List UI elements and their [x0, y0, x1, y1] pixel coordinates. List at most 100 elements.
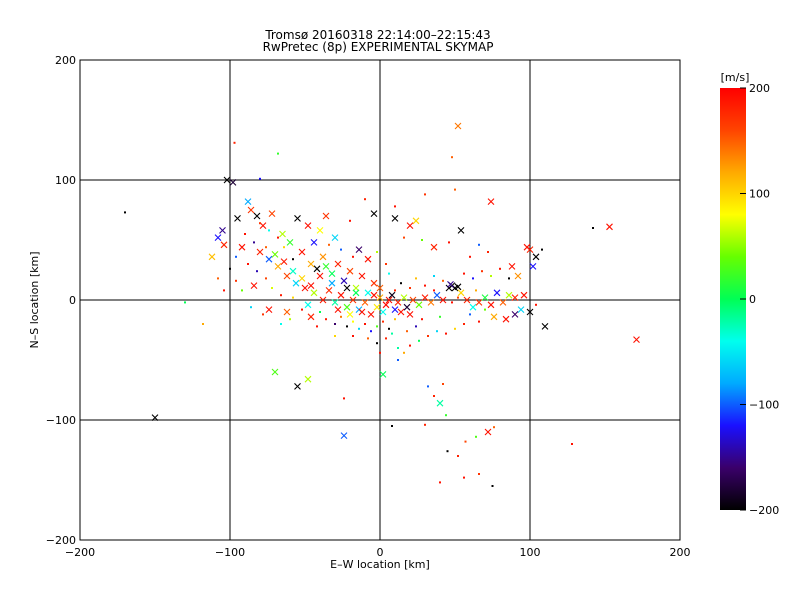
data-point-x	[253, 212, 261, 220]
data-point-dot	[541, 248, 543, 251]
data-point-x	[208, 253, 216, 261]
data-point-dot	[217, 277, 219, 280]
data-point-dot	[340, 315, 342, 318]
data-point-x	[454, 283, 462, 291]
data-point-x	[322, 212, 330, 220]
data-point-x	[633, 336, 640, 343]
data-point-x	[238, 243, 246, 251]
data-point-x	[234, 215, 241, 222]
data-point-dot	[277, 236, 279, 239]
data-point-dot	[253, 241, 255, 244]
data-point-x	[286, 239, 294, 246]
data-point-dot	[439, 315, 441, 318]
data-point-dot	[446, 450, 449, 453]
data-point-x	[244, 198, 252, 205]
data-point-x	[490, 313, 498, 321]
data-point-x	[406, 311, 414, 318]
data-point-dot	[436, 330, 438, 333]
data-point-dot	[256, 270, 258, 273]
y-tick-label: −200	[46, 534, 76, 547]
data-point-dot	[463, 323, 465, 325]
data-point-dot	[433, 395, 435, 397]
data-point-x	[523, 243, 531, 251]
data-point-dot	[442, 383, 444, 385]
data-point-x	[409, 296, 417, 304]
colorbar-tick-label: 100	[749, 188, 770, 201]
data-point-x	[499, 299, 507, 306]
chart-subtitle: RwPretec (8p) EXPERIMENTAL SKYMAP	[263, 40, 494, 54]
data-point-x	[358, 308, 366, 316]
data-point-x	[219, 227, 226, 234]
data-point-dot	[388, 272, 390, 275]
data-point-dot	[445, 414, 447, 417]
x-tick-label: −200	[65, 546, 95, 559]
colorbar: [m/s] −200 −100 0 100 200	[720, 71, 779, 517]
data-point-x	[520, 291, 528, 299]
data-point-x	[280, 258, 288, 265]
data-point-x	[517, 306, 525, 313]
data-point-dot	[370, 330, 372, 333]
data-point-x	[400, 294, 408, 301]
data-point-dot	[397, 359, 399, 361]
colorbar-tick-label: −100	[749, 399, 779, 412]
y-tick-label: 200	[55, 54, 76, 67]
data-point-x	[256, 248, 264, 256]
data-point-x	[367, 311, 375, 318]
data-point-x	[313, 265, 321, 273]
data-point-x	[294, 383, 301, 390]
data-point-dot	[235, 255, 237, 258]
data-point-x	[250, 282, 258, 289]
chart-title: Tromsø 20160318 22:14:00–22:15:43	[264, 28, 490, 42]
data-point-dot	[508, 277, 510, 280]
data-point-dot	[463, 476, 465, 479]
data-point-x	[433, 291, 441, 299]
data-point-x	[463, 296, 471, 304]
colorbar-ticks: −200 −100 0 100 200	[740, 82, 779, 517]
data-point-dot	[415, 325, 417, 328]
data-point-x	[304, 375, 312, 383]
data-point-dot	[376, 251, 378, 253]
grid-lines	[80, 60, 680, 540]
data-point-x	[447, 281, 454, 288]
data-point-x	[271, 251, 279, 258]
data-point-dot	[352, 320, 354, 323]
data-point-x	[385, 296, 393, 304]
data-point-x	[289, 267, 297, 275]
x-axis: −200 −100 0 100 200	[65, 60, 691, 559]
data-point-dot	[352, 335, 354, 337]
data-point-x	[301, 284, 309, 292]
data-point-x	[505, 291, 513, 299]
data-point-dot	[424, 193, 426, 196]
data-point-x	[370, 210, 378, 217]
data-point-x	[361, 299, 369, 306]
data-point-x	[529, 263, 537, 270]
data-point-dot	[364, 198, 366, 201]
data-point-dot	[535, 303, 537, 306]
data-point-dot	[469, 313, 471, 316]
data-point-x	[294, 215, 301, 222]
data-point-dot	[442, 279, 444, 282]
data-point-x	[304, 301, 312, 309]
data-point-dot	[358, 327, 360, 330]
data-point-x	[457, 227, 465, 234]
data-point-dot	[394, 289, 396, 292]
data-point-x	[328, 279, 336, 287]
data-point-dot	[292, 296, 294, 299]
data-point-dot	[202, 323, 204, 325]
data-point-dot	[277, 152, 279, 155]
data-point-dot	[376, 342, 378, 345]
data-point-x	[394, 299, 402, 306]
data-point-dot	[364, 323, 366, 325]
data-point-dot	[439, 481, 441, 484]
data-point-x	[406, 222, 414, 229]
data-point-x	[475, 299, 483, 306]
data-point-x	[325, 287, 333, 294]
data-point-dot	[481, 270, 483, 273]
data-points	[124, 122, 640, 487]
data-point-x	[304, 222, 312, 229]
data-point-x	[328, 270, 336, 277]
data-point-x	[337, 291, 345, 299]
data-point-dot	[464, 440, 467, 443]
data-point-x	[274, 263, 282, 270]
